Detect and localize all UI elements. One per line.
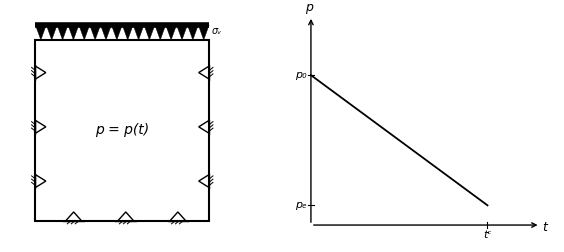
Polygon shape — [166, 25, 177, 40]
Polygon shape — [144, 25, 155, 40]
Text: tᶜ: tᶜ — [483, 230, 492, 240]
Polygon shape — [90, 25, 100, 40]
Polygon shape — [79, 25, 90, 40]
Polygon shape — [133, 25, 144, 40]
Polygon shape — [122, 25, 133, 40]
Polygon shape — [57, 25, 68, 40]
Polygon shape — [68, 25, 79, 40]
Text: pₑ: pₑ — [295, 200, 306, 210]
Polygon shape — [177, 25, 187, 40]
Text: p₀: p₀ — [295, 70, 306, 80]
Polygon shape — [36, 25, 46, 40]
Polygon shape — [155, 25, 166, 40]
Text: t: t — [543, 220, 548, 234]
Polygon shape — [112, 25, 122, 40]
Polygon shape — [46, 25, 57, 40]
Text: p: p — [305, 1, 312, 14]
Polygon shape — [100, 25, 112, 40]
Bar — [36, 40, 209, 221]
Polygon shape — [199, 25, 209, 40]
Text: σᵥ: σᵥ — [212, 26, 222, 36]
Text: p = p(t): p = p(t) — [95, 123, 149, 137]
Polygon shape — [187, 25, 199, 40]
